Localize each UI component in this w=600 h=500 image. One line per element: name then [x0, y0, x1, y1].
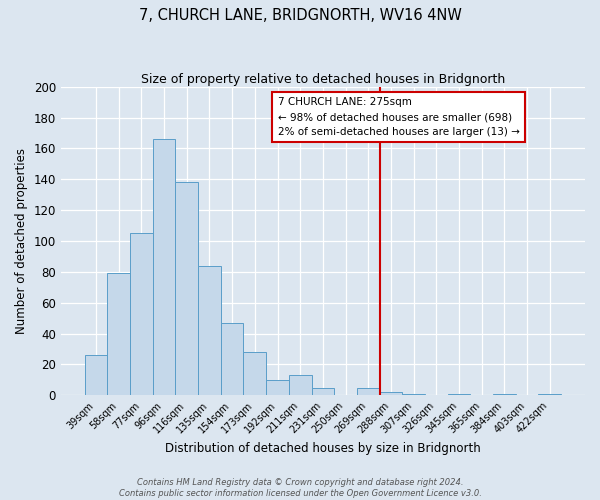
Bar: [221, 323, 244, 396]
Bar: [289, 375, 311, 396]
Title: Size of property relative to detached houses in Bridgnorth: Size of property relative to detached ho…: [141, 72, 505, 86]
Bar: [107, 274, 130, 396]
Bar: [538, 394, 561, 396]
Bar: [448, 394, 470, 396]
Bar: [130, 234, 152, 396]
Bar: [198, 266, 221, 396]
Bar: [493, 394, 516, 396]
Bar: [175, 182, 198, 396]
Bar: [244, 352, 266, 396]
Text: 7, CHURCH LANE, BRIDGNORTH, WV16 4NW: 7, CHURCH LANE, BRIDGNORTH, WV16 4NW: [139, 8, 461, 22]
Text: 7 CHURCH LANE: 275sqm
← 98% of detached houses are smaller (698)
2% of semi-deta: 7 CHURCH LANE: 275sqm ← 98% of detached …: [278, 98, 520, 137]
Bar: [85, 355, 107, 396]
Bar: [380, 392, 403, 396]
Bar: [403, 394, 425, 396]
Bar: [311, 388, 334, 396]
X-axis label: Distribution of detached houses by size in Bridgnorth: Distribution of detached houses by size …: [165, 442, 481, 455]
Bar: [357, 388, 380, 396]
Text: Contains HM Land Registry data © Crown copyright and database right 2024.
Contai: Contains HM Land Registry data © Crown c…: [119, 478, 481, 498]
Bar: [266, 380, 289, 396]
Bar: [152, 139, 175, 396]
Y-axis label: Number of detached properties: Number of detached properties: [15, 148, 28, 334]
